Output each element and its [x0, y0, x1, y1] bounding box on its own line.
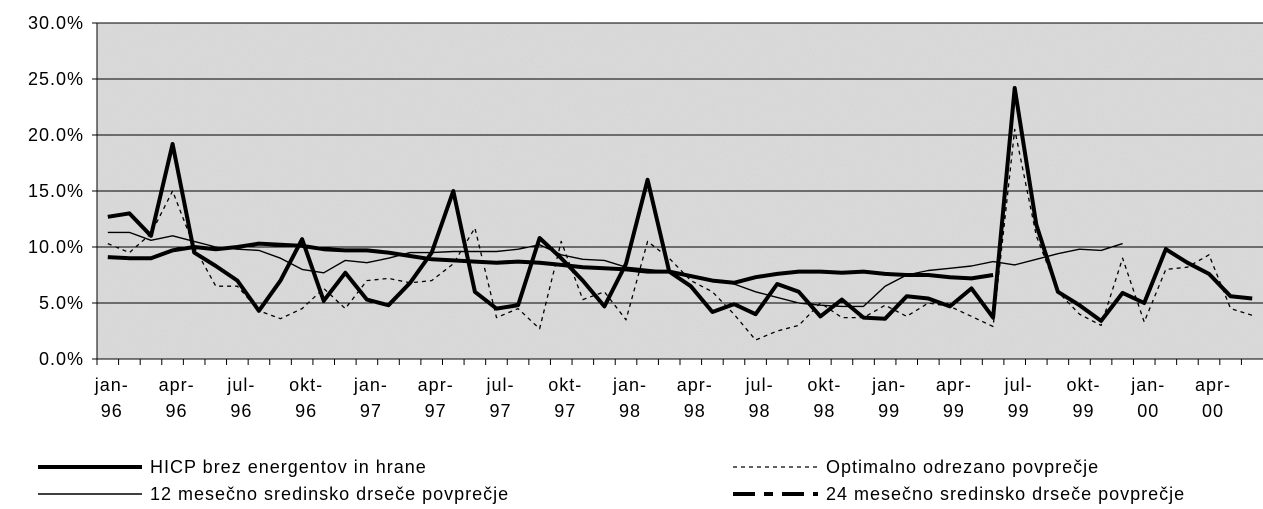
y-tick-label: 10.0% [28, 237, 84, 257]
x-tick-label: jul-98 [745, 375, 774, 421]
y-tick-label: 25.0% [28, 69, 84, 89]
x-tick-label: apr-98 [677, 375, 713, 421]
x-tick-label: jul-97 [485, 375, 514, 421]
y-tick-label: 20.0% [28, 125, 84, 145]
x-tick-label: jul-99 [1004, 375, 1033, 421]
x-tick-label: apr-00 [1195, 375, 1231, 421]
x-tick-label: jan-00 [1130, 375, 1165, 421]
y-tick-label: 5.0% [39, 293, 84, 313]
series-line [107, 241, 994, 285]
x-tick-label: okt-99 [1066, 375, 1100, 421]
legend-label: HICP brez energentov in hrane [150, 457, 427, 477]
legend-label: 12 mesečno sredinsko drseče povprečje [150, 484, 509, 504]
x-tick-label: jan-96 [94, 375, 129, 421]
x-tick-label: okt-98 [807, 375, 841, 421]
y-tick-label: 0.0% [39, 349, 84, 369]
legend-label: 24 mesečno sredinsko drseče povprečje [826, 484, 1185, 504]
x-tick-label: okt-96 [289, 375, 323, 421]
legend-label: Optimalno odrezano povprečje [826, 457, 1099, 477]
y-tick-label: 15.0% [28, 181, 84, 201]
series-line [107, 86, 1253, 323]
x-tick-label: apr-99 [936, 375, 972, 421]
x-tick-label: jan-97 [353, 375, 388, 421]
y-tick-label: 30.0% [28, 13, 84, 33]
x-tick-label: apr-97 [418, 375, 454, 421]
x-tick-label: jan-99 [871, 375, 906, 421]
x-tick-label: jul-96 [226, 375, 255, 421]
x-tick-label: okt-97 [548, 375, 582, 421]
series-line [107, 231, 1123, 308]
x-tick-label: apr-96 [159, 375, 195, 421]
x-tick-label: jan-98 [612, 375, 647, 421]
